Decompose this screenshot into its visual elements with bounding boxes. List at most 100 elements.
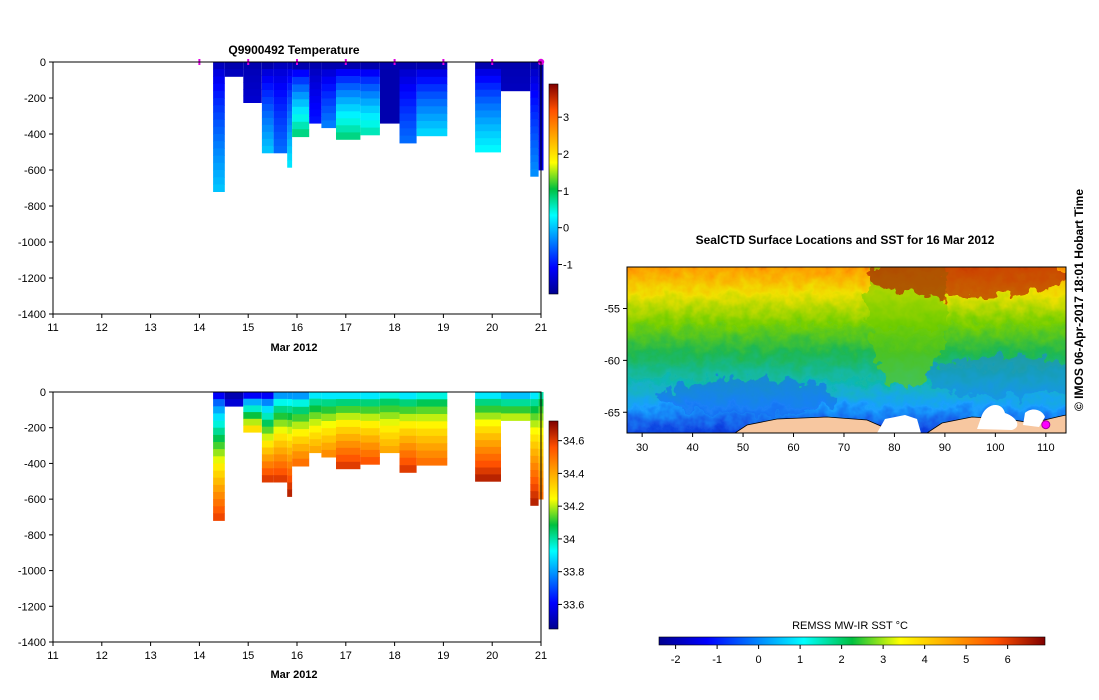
profile-cell (360, 83, 380, 92)
profile-cell (530, 455, 539, 464)
profile-cell (273, 405, 288, 414)
profile-cell (309, 68, 322, 76)
profile-cell (530, 140, 539, 149)
y-tick-label: -800 (24, 530, 46, 542)
profile-cell (287, 118, 293, 126)
profile-cell (261, 76, 274, 84)
profile-cell (475, 453, 501, 462)
profile-cell (213, 98, 225, 106)
sst-colorbar-tick-label: 4 (922, 654, 928, 666)
profile-cell (416, 457, 448, 466)
imos-credit: © IMOS 06-Apr-2017 18:01 Hobart Time (1072, 189, 1086, 411)
y-tick-label: -400 (24, 129, 46, 141)
profile-cell (287, 111, 293, 119)
profile-cell (273, 412, 288, 421)
profile-cell (213, 399, 225, 407)
profile-cell (501, 69, 531, 77)
profile-cell (292, 429, 310, 437)
profile-cell (416, 91, 448, 100)
profile-cell (475, 405, 501, 413)
profile-cell (475, 138, 501, 146)
profile-cell (399, 457, 417, 466)
lat-tick-label: -65 (604, 407, 620, 419)
temperature-x-label: Mar 2012 (270, 342, 317, 354)
profile-cell (273, 138, 288, 147)
profile-cell (336, 399, 361, 407)
profile-cell (530, 162, 539, 170)
profile-cell (213, 456, 225, 464)
profile-cell (530, 76, 539, 84)
profile-cell (292, 436, 310, 445)
profile-cell (399, 443, 417, 451)
profile-cell (530, 133, 539, 141)
profile-cell (399, 113, 417, 122)
profile-cell (309, 412, 322, 420)
profile-cell (261, 468, 274, 476)
x-tick-label: 16 (291, 650, 303, 662)
profile-cell (475, 433, 501, 441)
profile-cell (273, 454, 288, 462)
profile-cell (501, 83, 531, 92)
profile-cell (416, 106, 448, 115)
lat-tick-label: -55 (604, 304, 620, 316)
profile-cell (287, 146, 293, 154)
profile-cell (273, 131, 288, 140)
x-tick-label: 11 (47, 650, 58, 662)
profile-cell (261, 426, 274, 434)
profile-cell (501, 76, 531, 84)
profile-cell (243, 68, 262, 76)
lat-tick-label: -60 (604, 355, 620, 367)
profile-cell (261, 62, 274, 70)
profile-cell (287, 62, 293, 70)
profile-cell (399, 413, 417, 422)
profile-cell (273, 97, 288, 105)
profile-cell (530, 169, 539, 177)
y-tick-label: 0 (40, 57, 46, 69)
x-tick-label: 21 (535, 650, 547, 662)
profile-cell (475, 82, 501, 91)
profile-cell (399, 69, 417, 78)
y-tick-label: -1400 (18, 309, 46, 321)
colorbar-tick-label: 34.6 (563, 436, 584, 448)
temperature-panel-title: Q9900492 Temperature (228, 43, 360, 57)
profile-cell (530, 83, 539, 91)
profile-cell (475, 68, 501, 77)
y-tick-label: -600 (24, 494, 46, 506)
profile-cell (416, 392, 448, 400)
profile-cell (287, 405, 293, 414)
profile-cell (336, 426, 361, 435)
y-tick-label: -400 (24, 458, 46, 470)
profile-cell (273, 124, 288, 133)
profile-cell (261, 124, 274, 133)
sst-map-lon-axis: 30 40 50 60 70 80 90 100 110 (636, 433, 1055, 454)
profile-cell (530, 62, 539, 70)
profile-cell (213, 90, 225, 99)
x-tick-label: 17 (340, 322, 352, 334)
salinity-colorbar (548, 420, 559, 630)
profile-cell (380, 75, 400, 83)
profile-cell (261, 104, 274, 112)
profile-cell (287, 392, 293, 400)
profile-cell (309, 425, 322, 433)
profile-cell (321, 105, 336, 114)
y-tick-label: -200 (24, 423, 46, 435)
profile-cell (292, 406, 310, 415)
profile-cell (475, 103, 501, 111)
profile-cell (416, 421, 448, 429)
profile-cell (475, 75, 501, 84)
colorbar-tick-label: 34.2 (563, 501, 584, 513)
profile-cell (321, 406, 336, 415)
temperature-x-axis: 11 12 13 14 15 16 17 18 19 20 21 (47, 314, 547, 334)
profile-cell (273, 398, 288, 407)
profile-cell (309, 432, 322, 440)
profile-cell (530, 434, 539, 442)
profile-cell (287, 104, 293, 112)
profile-cell (309, 82, 322, 90)
profile-cell (213, 170, 225, 178)
profile-cell (360, 449, 380, 458)
x-tick-label: 20 (486, 650, 498, 662)
colorbar-tick-label: 0 (563, 223, 569, 235)
sst-map-lat-axis: -55 -60 -65 (604, 304, 627, 419)
profile-cell (309, 102, 322, 110)
profile-cell (213, 392, 225, 400)
